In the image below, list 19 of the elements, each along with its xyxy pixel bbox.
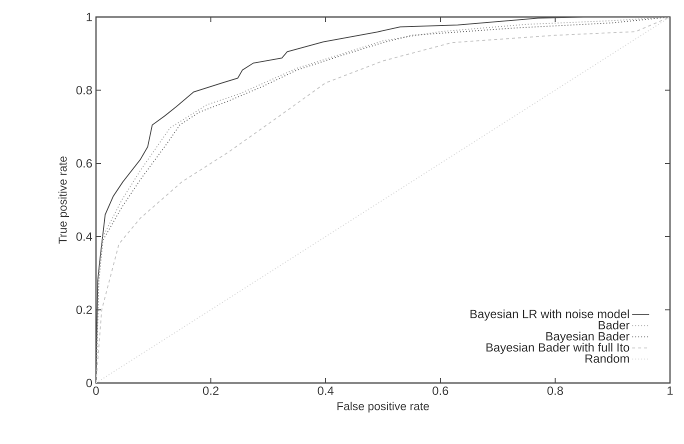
- legend-label: Bayesian LR with noise model: [470, 309, 629, 321]
- x-tick-label: 0.6: [432, 386, 448, 395]
- x-tick-label: 0.4: [318, 386, 334, 395]
- x-tick-label: 0.8: [547, 386, 563, 395]
- x-tick-label: 0: [93, 386, 99, 395]
- legend-label: Bader: [598, 320, 630, 330]
- y-axis-title: True positive rate: [58, 156, 70, 244]
- y-tick-label: 1: [86, 12, 92, 22]
- legend-label: Random: [585, 354, 629, 363]
- y-tick-label: 0.8: [76, 86, 92, 94]
- y-tick-label: 0.4: [76, 232, 92, 241]
- x-tick-label: 0.2: [202, 386, 219, 395]
- y-tick-label: 0: [86, 378, 92, 388]
- legend-label: Bayesian Bader: [546, 332, 630, 343]
- y-tick-label: 0.6: [76, 159, 92, 168]
- x-tick-label: 1: [668, 386, 673, 395]
- y-tick-label: 0.2: [76, 306, 92, 314]
- legend-label: Bayesian Bader with full Ito: [486, 342, 630, 354]
- x-axis-title: False positive rate: [337, 402, 429, 412]
